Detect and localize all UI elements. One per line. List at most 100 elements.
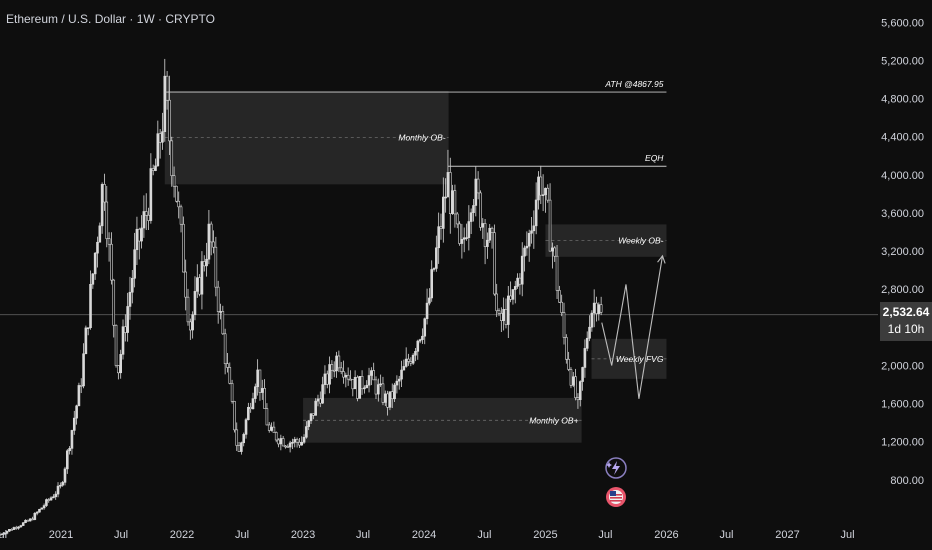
candle-body [5, 530, 9, 534]
candle-body [200, 261, 204, 295]
candle-body [520, 255, 524, 285]
candle-body [124, 326, 127, 333]
candle-body [52, 496, 55, 499]
candle-body [346, 374, 350, 380]
candle-body [72, 417, 76, 431]
candle-body [147, 214, 150, 221]
candle-body [307, 420, 310, 427]
candle-body [45, 499, 48, 506]
candle-body [539, 176, 543, 196]
candle-body [551, 247, 554, 252]
candle-body [446, 172, 450, 198]
candle-body [460, 239, 464, 244]
candle-body [61, 482, 64, 486]
candle-body [571, 376, 575, 386]
candle-body [91, 273, 95, 285]
candle-body [189, 321, 192, 331]
candle-body [435, 247, 438, 269]
y-tick-label: 5,200.00 [881, 55, 924, 67]
candle-body [367, 375, 371, 386]
candle-body [251, 398, 255, 410]
candle-body [117, 365, 120, 374]
candle-body [54, 493, 58, 498]
candle-body [344, 374, 348, 378]
candle-body [107, 238, 111, 245]
candle-body [47, 499, 51, 501]
candle-body [12, 527, 16, 530]
candle-body [126, 306, 129, 333]
candle-body [3, 532, 6, 535]
candle-body [479, 192, 482, 228]
candle-body [191, 314, 194, 331]
candle-body [21, 522, 25, 526]
candle-body [567, 358, 570, 370]
candle-body [272, 426, 276, 433]
candles-layer [0, 58, 603, 536]
candle-body [207, 223, 211, 260]
candle-body [31, 518, 34, 521]
candle-body [28, 518, 32, 522]
candle-body [356, 377, 359, 399]
candle-body [407, 358, 410, 362]
candle-body [483, 223, 487, 247]
lightning-icon[interactable] [604, 456, 628, 480]
candle-body [158, 133, 162, 143]
candle-body [576, 397, 580, 401]
candle-body [105, 201, 109, 239]
candle-body [595, 302, 598, 314]
candle-body [506, 295, 510, 325]
candle-body [534, 199, 538, 227]
candle-body [137, 228, 141, 242]
candle-body [133, 249, 136, 279]
candle-body [168, 99, 171, 142]
candle-body [363, 387, 366, 390]
x-tick-label: 2025 [533, 529, 557, 541]
candle-body [79, 385, 83, 387]
level-label-0: ATH @4867.95 [604, 79, 663, 89]
candle-body [316, 398, 320, 402]
candle-body [103, 184, 106, 203]
candle-body [216, 286, 220, 312]
candle-body [284, 445, 287, 448]
y-axis: 5,600.00 5,200.00 4,800.00 4,400.00 4,000.00… [881, 17, 924, 487]
candle-body [89, 283, 92, 329]
candle-body [546, 187, 550, 201]
candle-body [314, 400, 317, 416]
candle-body [442, 196, 445, 229]
candle-body [177, 200, 181, 208]
candle-body [421, 335, 424, 340]
candle-body [425, 302, 429, 320]
x-tick-label: Jul [114, 529, 128, 541]
candle-body [511, 289, 515, 300]
candle-body [230, 383, 234, 402]
candle-body [330, 364, 334, 371]
candle-body [467, 221, 471, 238]
candle-body [553, 247, 557, 257]
candle-body [24, 519, 27, 523]
candle-body [432, 268, 436, 270]
candle-body [597, 304, 601, 314]
candle-body [393, 384, 396, 400]
candle-body [295, 439, 299, 443]
candle-body [1, 533, 4, 536]
candle-body [474, 178, 478, 206]
candle-body [335, 355, 338, 372]
x-tick-label: Jul [356, 529, 370, 541]
candle-body [119, 354, 122, 374]
candle-body [465, 237, 468, 239]
candle-body [300, 441, 304, 446]
x-tick-label: Jul [719, 529, 733, 541]
y-tick-label: 800.00 [890, 475, 924, 487]
candle-body [332, 369, 336, 372]
candle-body [14, 527, 18, 529]
candle-body [365, 384, 369, 389]
candle-body [263, 388, 266, 409]
candle-body [182, 223, 185, 273]
candle-body [451, 190, 454, 214]
x-tick-label: 2027 [775, 529, 799, 541]
x-tick-label: 2023 [291, 529, 315, 541]
flag-icon[interactable] [605, 486, 627, 508]
y-tick-label: 1,600.00 [881, 399, 924, 411]
candle-body [0, 533, 2, 536]
